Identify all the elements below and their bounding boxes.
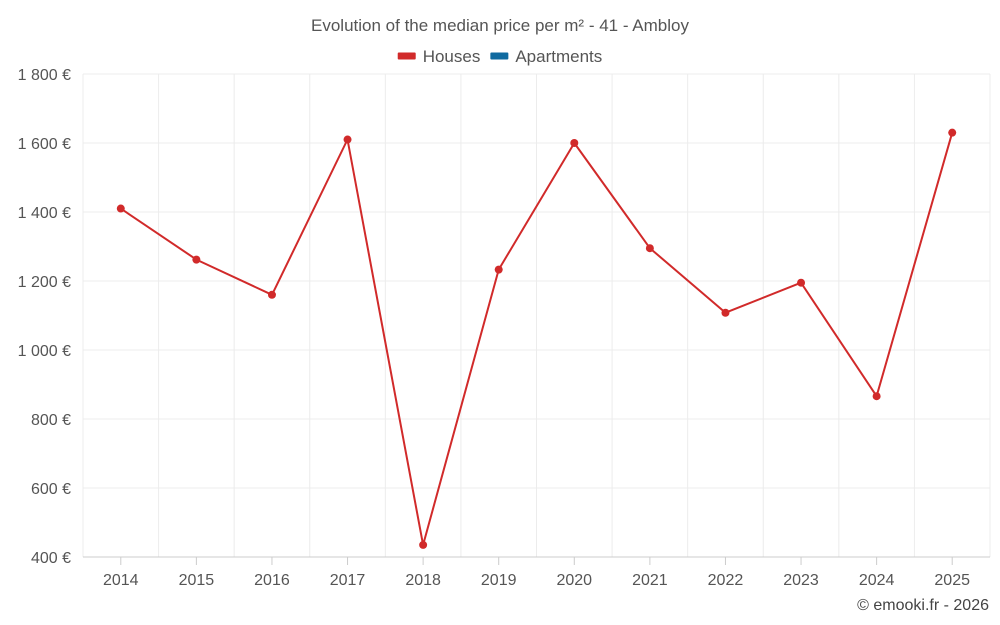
x-tick-label-2015: 2015 xyxy=(179,572,215,589)
data-point-2023[interactable] xyxy=(797,278,806,287)
data-point-2024[interactable] xyxy=(872,392,881,401)
data-point-2018[interactable] xyxy=(419,540,428,549)
y-tick-label: 800 € xyxy=(31,412,71,429)
legend-swatch xyxy=(490,52,509,60)
legend-item-houses[interactable]: Houses xyxy=(397,47,481,66)
x-tick-label-2018: 2018 xyxy=(405,572,441,589)
axes: 400 € 600 € 800 € 1 000 € 1 200 € 1 400 € 1 60… xyxy=(18,67,990,589)
data-point-2014[interactable] xyxy=(116,204,125,213)
data-point-2020[interactable] xyxy=(570,139,579,147)
x-tick-label-2020: 2020 xyxy=(556,572,592,589)
series xyxy=(116,128,957,549)
y-tick-label: 1 000 € xyxy=(18,343,71,360)
data-point-2025[interactable] xyxy=(948,128,957,137)
chart-title: Evolution of the median price per m² - 4… xyxy=(311,16,689,35)
data-point-2021[interactable] xyxy=(645,244,654,253)
x-tick-label-2019: 2019 xyxy=(481,572,517,589)
series-line-houses xyxy=(120,132,954,546)
y-tick-label: 1 200 € xyxy=(18,274,71,291)
legend-swatch xyxy=(397,52,416,60)
data-point-2019[interactable] xyxy=(494,265,503,274)
x-tick-label-2024: 2024 xyxy=(859,572,895,589)
x-tick-label-2017: 2017 xyxy=(330,572,366,589)
data-point-2016[interactable] xyxy=(267,290,276,299)
x-tick-label-2014: 2014 xyxy=(103,572,139,589)
credit-text: © emooki.fr - 2026 xyxy=(857,597,989,614)
y-tick-label: 1 600 € xyxy=(18,136,71,153)
legend-item-apartments[interactable]: Apartments xyxy=(490,47,602,66)
y-tick-label: 1 800 € xyxy=(18,67,71,84)
x-tick-label-2016: 2016 xyxy=(254,572,290,589)
grid xyxy=(82,73,991,557)
legend[interactable]: Houses Apartments xyxy=(397,47,603,66)
data-point-2015[interactable] xyxy=(192,255,201,264)
data-point-2022[interactable] xyxy=(721,308,730,317)
y-tick-label: 600 € xyxy=(31,481,71,498)
x-tick-label-2025: 2025 xyxy=(934,572,970,589)
legend-label: Houses xyxy=(423,47,481,66)
data-point-2017[interactable] xyxy=(343,135,352,144)
x-tick-label-2023: 2023 xyxy=(783,572,819,589)
y-tick-label: 400 € xyxy=(31,550,71,567)
legend-label: Apartments xyxy=(515,47,602,66)
x-tick-label-2022: 2022 xyxy=(708,572,744,589)
y-tick-label: 1 400 € xyxy=(18,205,71,222)
x-tick-label-2021: 2021 xyxy=(632,572,668,589)
